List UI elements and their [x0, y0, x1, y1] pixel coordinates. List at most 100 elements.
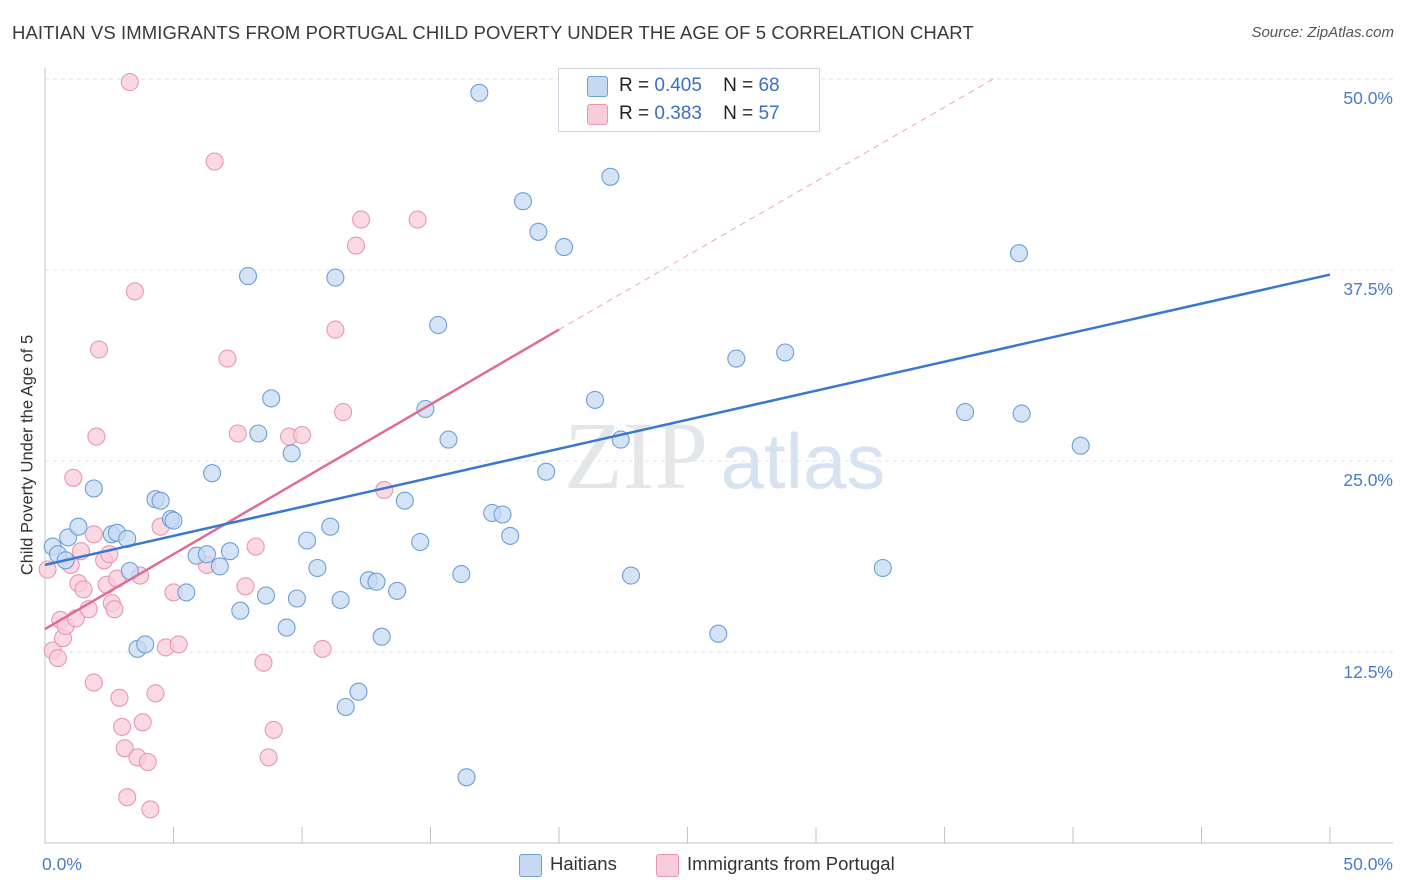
haitian-point-62: [776, 343, 795, 362]
portugal-point-15: [87, 427, 106, 446]
portugal-point-51: [326, 320, 345, 339]
legend-n-label: N =: [723, 103, 754, 124]
haitian-point-40: [388, 581, 407, 600]
haitian-point-23: [238, 267, 258, 286]
haitian-point-44: [429, 315, 448, 335]
bottom-legend-swatch-haitians: [519, 854, 542, 877]
haitian-point-50: [493, 505, 512, 524]
haitian-point-35: [336, 697, 355, 717]
chart-title: HAITIAN VS IMMIGRANTS FROM PORTUGAL CHIL…: [12, 22, 974, 43]
portugal-point-24: [113, 717, 132, 736]
watermark: ZIP atlas: [564, 402, 885, 509]
haitian-point-61: [727, 349, 746, 368]
portugal-point-40: [205, 152, 224, 171]
series-haitians-points: [43, 83, 1090, 787]
bottom-legend-swatch-portugal: [656, 854, 679, 877]
watermark-zip: ZIP: [564, 402, 708, 509]
portugal-point-21: [105, 600, 124, 619]
portugal-point-27: [120, 73, 139, 92]
haitian-point-15: [164, 511, 183, 530]
portugal-point-53: [346, 236, 366, 255]
portugal-point-33: [141, 800, 160, 819]
portugal-point-44: [246, 537, 265, 556]
haitian-point-20: [210, 557, 229, 576]
axis-layer: [44, 68, 1393, 844]
portugal-point-0: [38, 560, 57, 579]
haitian-trendline: [44, 273, 1331, 567]
haitian-point-64: [956, 403, 975, 422]
haitian-point-56: [585, 390, 605, 409]
portugal-point-7: [64, 468, 83, 487]
portugal-point-14: [84, 673, 103, 692]
haitian-point-24: [249, 424, 268, 443]
portugal-point-26: [118, 788, 137, 807]
haitian-point-42: [411, 532, 430, 552]
haitian-point-26: [262, 389, 281, 408]
y-tick-label-12-5: 12.5%: [1343, 662, 1393, 682]
haitian-point-60: [709, 624, 728, 643]
portugal-point-43: [236, 577, 255, 596]
haitian-point-41: [395, 491, 414, 510]
haitian-point-65: [1009, 244, 1029, 263]
portugal-point-38: [169, 635, 188, 654]
haitian-point-5: [84, 479, 103, 498]
haitian-point-30: [298, 531, 317, 550]
legend-r-value-haitians: 0.405: [654, 75, 702, 96]
portugal-point-25: [115, 739, 134, 758]
haitian-point-21: [220, 542, 240, 561]
portugal-point-42: [228, 424, 247, 443]
haitian-point-67: [1071, 436, 1090, 455]
stats-legend: R = 0.405 N = 68 R = 0.383 N = 57: [558, 68, 820, 132]
haitian-point-46: [452, 565, 471, 584]
watermark-atlas: atlas: [721, 417, 886, 505]
haitian-point-66: [1012, 404, 1031, 423]
haitian-point-4: [69, 517, 88, 536]
portugal-point-56: [408, 210, 427, 229]
bottom-legend-label-haitians: Haitians: [550, 853, 617, 874]
portugal-point-54: [352, 210, 371, 229]
portugal-point-2: [48, 649, 67, 668]
portugal-point-31: [133, 713, 152, 732]
grid-layer: [45, 78, 1393, 653]
haitian-point-27: [277, 618, 296, 637]
haitian-point-52: [513, 192, 533, 211]
haitian-point-47: [457, 768, 476, 787]
portugal-point-52: [334, 403, 353, 422]
haitian-point-19: [203, 464, 222, 483]
haitian-point-63: [873, 558, 892, 578]
source-label: Source: ZipAtlas.com: [1251, 24, 1394, 41]
haitian-point-16: [177, 583, 196, 602]
haitian-point-29: [287, 589, 306, 608]
portugal-point-46: [259, 748, 278, 767]
haitian-point-32: [321, 517, 340, 536]
haitian-point-28: [282, 444, 301, 463]
y-tick-label-37-5: 37.5%: [1343, 279, 1393, 299]
haitian-point-22: [231, 601, 250, 620]
legend-text-portugal: R = 0.383 N = 57: [619, 101, 780, 127]
haitian-point-54: [537, 462, 556, 481]
series-portugal-points: [38, 73, 427, 819]
portugal-trendline: [44, 328, 560, 631]
haitian-point-51: [501, 526, 520, 545]
haitian-point-39: [372, 627, 391, 646]
legend-n-value-haitians: 68: [758, 75, 780, 96]
tick-labels: 0.0% 50.0% 12.5% 25.0% 37.5% 50.0%: [42, 88, 1393, 874]
legend-swatch-haitians: [587, 76, 608, 97]
portugal-point-11: [74, 580, 93, 599]
legend-swatch-portugal: [587, 104, 608, 125]
portugal-point-49: [292, 425, 312, 445]
haitian-point-59: [621, 566, 641, 585]
haitian-point-11: [136, 635, 155, 654]
legend-r-label: R =: [619, 103, 650, 124]
y-tick-label-50: 50.0%: [1343, 88, 1393, 108]
portugal-point-34: [146, 684, 165, 703]
legend-n-label: N =: [723, 75, 754, 96]
portugal-point-23: [110, 688, 129, 707]
haitian-point-48: [470, 83, 489, 102]
haitian-point-57: [601, 167, 620, 186]
haitian-point-33: [326, 268, 345, 287]
x-tick-label-min: 0.0%: [42, 854, 82, 874]
haitian-point-45: [439, 430, 458, 449]
haitian-point-38: [367, 572, 386, 591]
